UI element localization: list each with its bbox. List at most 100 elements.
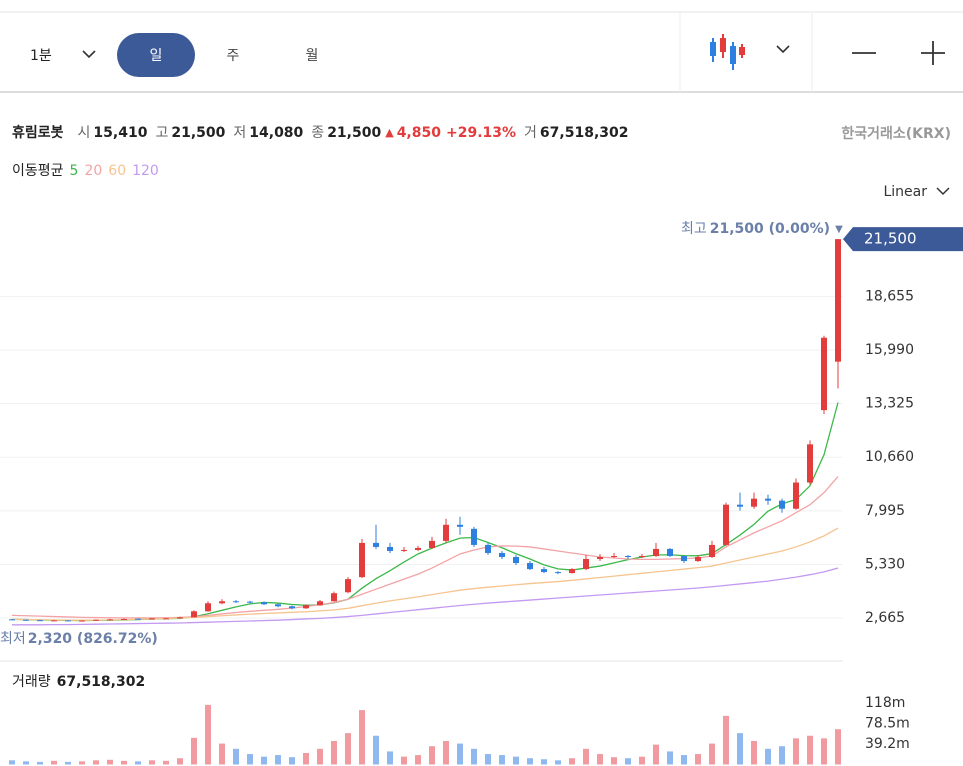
- candle-body: [779, 500, 785, 509]
- candle-body: [317, 601, 323, 606]
- volume-bar: [51, 760, 57, 765]
- volume-bar: [485, 754, 491, 765]
- candle-body: [569, 569, 575, 574]
- low-annotation: 최저 2,320 (826.72%): [0, 631, 158, 647]
- volume-legend: 거래량 67,518,302: [12, 674, 145, 690]
- candle-body: [499, 552, 505, 557]
- interval-day[interactable]: 일: [150, 48, 163, 64]
- y-tick-label: 13,325: [865, 396, 914, 412]
- candle-body: [681, 555, 687, 562]
- price-tag: [843, 227, 963, 252]
- volume-bar: [471, 748, 477, 765]
- y-tick-label: 2,665: [865, 610, 905, 626]
- selected-pill: [117, 33, 195, 77]
- volume-bar: [331, 740, 337, 765]
- volume-bar: [765, 748, 771, 765]
- volume-bar: [737, 733, 743, 765]
- interval-1m[interactable]: 1분: [30, 48, 52, 64]
- candle-body: [177, 617, 183, 619]
- volume-bar: [807, 735, 813, 765]
- candle-body: [51, 620, 57, 622]
- volume-bar: [149, 760, 155, 765]
- volume-bar: [65, 761, 71, 765]
- volume-bar: [387, 751, 393, 765]
- info-value: 67,518,302: [540, 125, 629, 141]
- high-marker: ▼: [835, 224, 843, 235]
- info-label: 고: [155, 125, 168, 141]
- volume-bar: [289, 757, 295, 765]
- volume-bar: [695, 754, 701, 765]
- candle-body: [457, 524, 463, 527]
- y-tick-label: 7,995: [865, 503, 905, 519]
- change: 4,850: [397, 125, 442, 141]
- up-arrow: ▲: [385, 126, 394, 139]
- candle-body: [471, 528, 477, 545]
- volume-tick-label: 118m: [865, 695, 905, 711]
- volume-bar: [219, 743, 225, 765]
- candle-body: [275, 604, 281, 607]
- candle-body: [345, 579, 351, 593]
- candle-body: [401, 549, 407, 551]
- volume-bar: [23, 761, 29, 765]
- volume-bar: [177, 758, 183, 765]
- chart-type-dropdown[interactable]: [776, 45, 790, 54]
- candle-body: [373, 542, 379, 547]
- candle-body: [765, 498, 771, 501]
- ma-legend: 이동평균 5 20 60 120: [12, 163, 159, 179]
- info-value: 21,500: [171, 125, 225, 141]
- scale-dropdown[interactable]: [936, 187, 950, 196]
- candle-body: [331, 593, 337, 602]
- volume-bar: [107, 759, 113, 765]
- candle-body: [541, 569, 547, 573]
- volume-bar: [835, 729, 841, 765]
- candle-body: [639, 555, 645, 557]
- volume-bar: [93, 760, 99, 765]
- info-value: 14,080: [249, 125, 303, 141]
- chart-type-icon[interactable]: [710, 34, 745, 70]
- volume-bar: [205, 704, 211, 765]
- volume-bar: [415, 755, 421, 765]
- volume-bar: [541, 759, 547, 765]
- stock-name: 휴림로봇: [12, 125, 64, 141]
- volume-bar: [373, 735, 379, 765]
- interval-week[interactable]: 주: [227, 48, 240, 64]
- candle-body: [261, 602, 267, 605]
- volume-bar: [121, 760, 127, 765]
- scale-mode[interactable]: Linear: [883, 184, 927, 200]
- candle-body: [205, 603, 211, 612]
- volume-bar: [499, 755, 505, 765]
- candle-body: [513, 556, 519, 564]
- volume-bar: [275, 755, 281, 765]
- info-row: 휴림로봇 시 15,410 고 21,500 저 14,080 종 21,500 ▲ 4,850 +2…: [12, 125, 629, 141]
- volume-bar: [9, 760, 15, 765]
- low-label: 최저: [0, 631, 26, 647]
- exchange: 한국거래소(KRX): [841, 126, 951, 142]
- volume-bar: [401, 756, 407, 765]
- volume-label: 거래량: [12, 674, 51, 690]
- candle-body: [79, 620, 85, 622]
- volume-bar: [191, 737, 197, 765]
- candle-body: [303, 605, 309, 609]
- high-annotation: 최고 21,500 (0.00%): [681, 221, 830, 237]
- interval-month[interactable]: 월: [306, 48, 319, 64]
- change-pct: +29.13%: [446, 125, 516, 141]
- candle-body: [289, 606, 295, 609]
- candle-body: [233, 601, 239, 603]
- volume-bar: [345, 733, 351, 765]
- candle-body: [737, 504, 743, 507]
- low-value: 2,320 (826.72%): [28, 631, 158, 647]
- info-label: 종: [311, 125, 324, 141]
- volume-tick-label: 39.2m: [865, 736, 910, 752]
- zoom-in[interactable]: [921, 41, 945, 65]
- volume-bar: [457, 743, 463, 765]
- candle-body: [835, 239, 841, 362]
- volume-value: 67,518,302: [57, 674, 146, 690]
- candle-body: [429, 540, 435, 548]
- interval-dropdown[interactable]: [82, 50, 96, 59]
- volume-bar: [247, 754, 253, 765]
- candle-body: [443, 524, 449, 541]
- info-label: 저: [233, 125, 246, 141]
- volume-bar: [681, 755, 687, 765]
- volume-bar: [303, 752, 309, 765]
- volume-bar: [37, 761, 43, 765]
